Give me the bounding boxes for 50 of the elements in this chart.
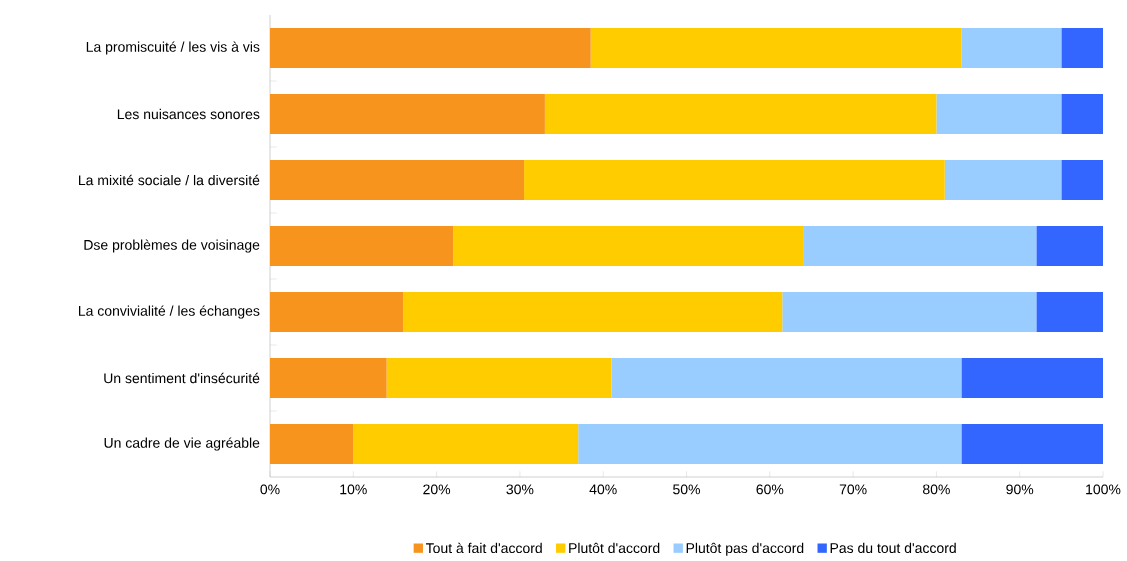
legend-label: Plutôt pas d'accord (686, 542, 804, 556)
bar (590, 28, 962, 69)
bar (1061, 94, 1104, 135)
x-tick-label: 60% (756, 484, 784, 495)
bar (944, 160, 1062, 201)
legend-label: Plutôt d'accord (569, 542, 660, 554)
x-tick-label: 100% (1086, 484, 1121, 495)
bar (453, 226, 804, 267)
x-tick-label: 0% (260, 484, 280, 495)
bar (270, 292, 404, 333)
y-tick-label: Un cadre de vie agréable (104, 437, 260, 451)
bar (270, 358, 387, 399)
x-tick-label: 70% (839, 484, 867, 495)
bar (1036, 226, 1104, 267)
bar (270, 226, 454, 267)
legend-label: Pas du tout d'accord (830, 542, 956, 554)
x-tick-label: 50% (673, 484, 700, 495)
bar (386, 358, 612, 399)
bar (270, 28, 591, 69)
legend-label: Tout à fait d'accord (425, 542, 542, 554)
y-tick-label: Un sentiment d'insécurité (104, 372, 260, 384)
bar (270, 160, 525, 201)
x-tick-label: 90% (1006, 484, 1034, 495)
bar (270, 94, 545, 135)
y-tick-label: Dse problèmes de voisinage (84, 239, 260, 253)
bar (403, 292, 783, 333)
x-tick-label: 80% (923, 484, 950, 495)
bar (578, 424, 962, 465)
bar (936, 94, 1062, 135)
bar (524, 160, 945, 201)
x-tick-label: 40% (589, 484, 617, 495)
bar (270, 424, 354, 465)
bar (544, 94, 937, 135)
bar (961, 424, 1104, 465)
y-tick-label: La mixité sociale / la diversité (79, 174, 260, 186)
x-tick-label: 30% (506, 484, 534, 495)
bar (1061, 28, 1104, 69)
bar (961, 28, 1062, 69)
x-tick-label: 20% (423, 484, 451, 495)
bar (803, 226, 1037, 267)
y-tick-label: Les nuisances sonores (117, 108, 260, 120)
bar (611, 358, 962, 399)
y-tick-label: La promiscuité / les vis à vis (86, 41, 260, 55)
bar (353, 424, 579, 465)
bar (961, 358, 1104, 399)
bar (1061, 160, 1104, 201)
bar (782, 292, 1037, 333)
x-tick-label: 10% (340, 484, 367, 495)
y-tick-label: La convivialité / les échanges (79, 305, 260, 319)
bar (1036, 292, 1104, 333)
